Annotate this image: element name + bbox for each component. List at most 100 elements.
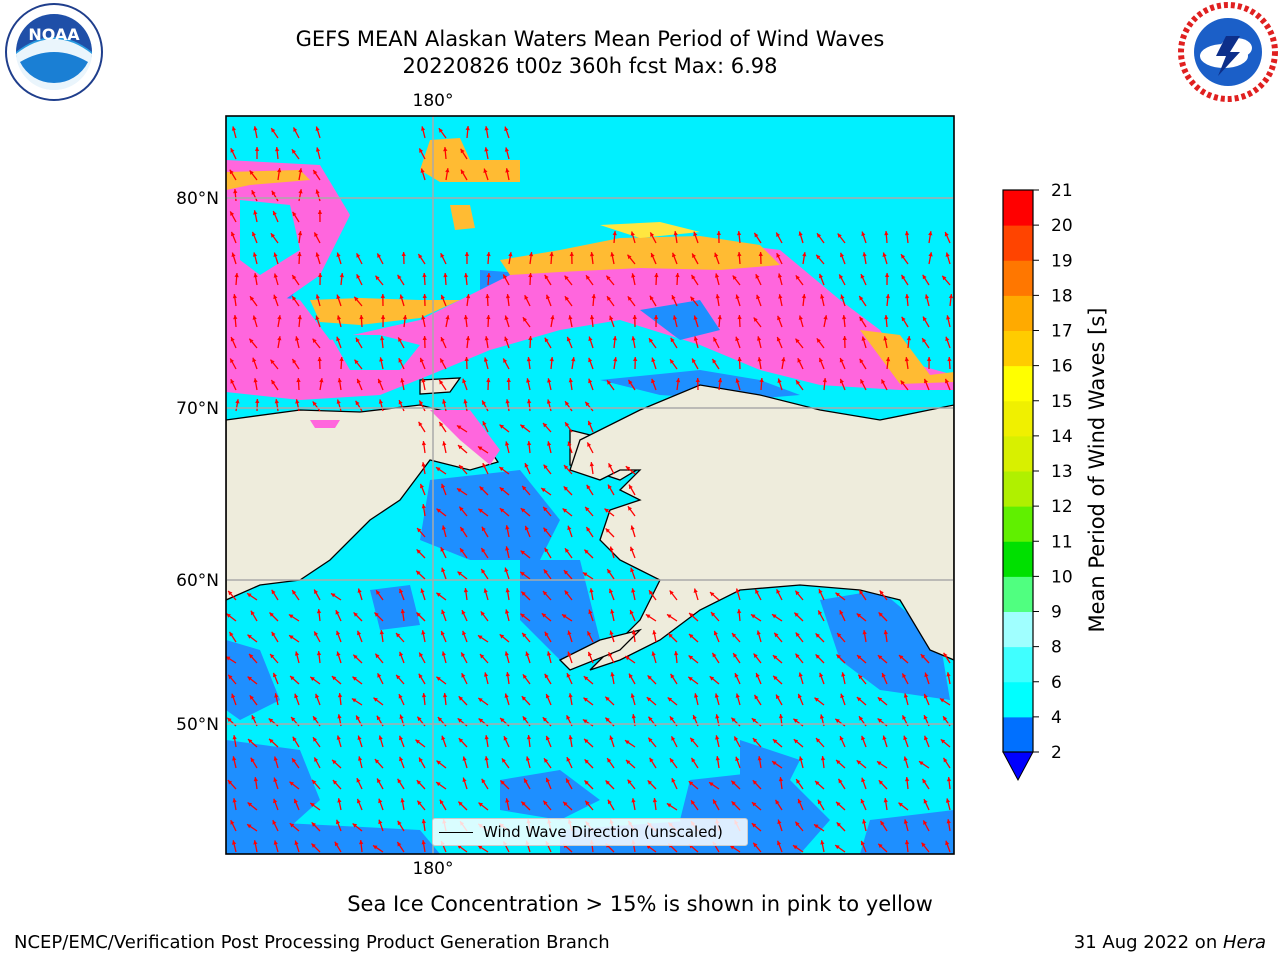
wave-vector-head	[772, 614, 777, 619]
wave-vector-head	[316, 609, 322, 614]
wave-vector-head	[626, 760, 631, 765]
wave-vector-head	[840, 294, 845, 299]
wave-vector-head	[589, 462, 594, 467]
wave-vector-head	[541, 613, 547, 618]
wave-vector-head	[583, 697, 588, 702]
wave-vector-head	[793, 739, 799, 744]
wave-vector-head	[528, 273, 533, 278]
wave-vector-head	[945, 378, 949, 384]
wave-vector-head	[484, 336, 489, 341]
wave-vector-head	[420, 168, 425, 173]
wave-vector-head	[227, 717, 232, 723]
wave-vector-head	[653, 315, 659, 319]
wave-vector-head	[289, 781, 294, 786]
wave-vector-head	[315, 294, 320, 299]
wave-vector-head	[928, 231, 933, 236]
wave-vector-head	[858, 674, 863, 680]
wave-vector-head	[667, 697, 673, 702]
wave-vector-head	[230, 148, 235, 153]
wave-vector-head	[273, 273, 278, 278]
wave-vector-head	[378, 819, 383, 825]
wave-vector-head	[714, 273, 720, 278]
wave-vector-head	[379, 630, 384, 635]
wave-vector-head	[756, 294, 761, 300]
wave-vector-head	[862, 252, 867, 257]
wave-vector-head	[271, 589, 276, 595]
wave-vector-head	[688, 781, 694, 786]
wave-vector-head	[253, 273, 258, 278]
wave-vector-head	[667, 614, 672, 619]
colorbar-segment	[1003, 716, 1033, 753]
wave-vector-head	[588, 651, 592, 657]
wave-vector-head	[859, 296, 864, 301]
wave-vector-head	[778, 714, 784, 719]
wave-vector-head	[527, 399, 532, 404]
wave-vector-head	[861, 777, 866, 783]
wave-vector-head	[755, 673, 760, 678]
wave-vector-head	[316, 651, 322, 656]
wave-vector-head	[905, 294, 910, 299]
wave-vector-head	[802, 252, 807, 257]
wave-vector-head	[356, 253, 361, 258]
wave-vector-head	[273, 252, 278, 257]
wave-vector-head	[273, 798, 278, 804]
wave-vector-head	[336, 294, 341, 300]
wave-vector-head	[377, 253, 382, 258]
wave-vector-head	[645, 614, 651, 619]
colorbar-segment	[1003, 225, 1033, 261]
wave-vector-head	[378, 798, 383, 804]
wave-vector-head	[650, 232, 655, 237]
wave-vector-head	[357, 630, 362, 636]
wave-vector-head	[884, 315, 889, 320]
wave-vector-head	[253, 210, 258, 215]
wave-vector-head	[439, 799, 444, 805]
wave-vector-head	[458, 445, 463, 450]
wave-vector-head	[607, 799, 612, 805]
wave-vector-head	[247, 634, 252, 639]
wave-vector-head	[486, 315, 491, 320]
wave-vector-head	[436, 782, 441, 787]
wave-vector-head	[522, 632, 527, 638]
wave-vector-head	[422, 273, 427, 278]
wave-vector-head	[500, 780, 505, 785]
graticule	[226, 116, 954, 854]
wave-vector-head	[478, 698, 483, 703]
wave-vector-head	[945, 798, 951, 803]
wave-vector-head	[823, 315, 828, 320]
wave-vector-head	[939, 698, 945, 703]
wave-vector-head	[499, 508, 505, 513]
wave-vector-head	[902, 715, 907, 720]
colorbar-segment	[1003, 365, 1033, 402]
wave-vector-head	[270, 359, 275, 364]
wave-vector-head	[901, 254, 906, 259]
wave-vector-head	[482, 400, 486, 405]
wave-vector-head	[922, 274, 927, 280]
wave-vector-head	[630, 546, 634, 552]
wave-vector-head	[856, 613, 862, 618]
wave-vector-head	[334, 841, 339, 847]
wave-vector-head	[374, 759, 380, 764]
wave-vector-head	[503, 274, 508, 279]
wave-vector-head	[899, 655, 904, 660]
wave-vector-head	[377, 378, 382, 384]
wave-vector-head	[922, 778, 927, 784]
wave-vector-head	[521, 801, 526, 806]
wave-vector-head	[735, 693, 740, 698]
wave-vector-head	[859, 358, 864, 364]
colorbar-segment	[1003, 471, 1033, 507]
wave-vector-head	[756, 630, 761, 635]
wave-vector-head	[563, 570, 569, 575]
wave-vector-head	[627, 779, 632, 784]
wave-vector-head	[714, 252, 719, 258]
wave-vector-head	[583, 676, 589, 681]
wave-vector-head	[337, 693, 343, 698]
wave-vector-head	[670, 359, 675, 364]
wave-vector-head	[312, 779, 317, 785]
wave-vector-head	[689, 613, 694, 618]
wave-vector-head	[652, 798, 658, 803]
wave-vector-head	[443, 273, 448, 278]
wave-vector-head	[671, 295, 676, 300]
wave-vector-head	[759, 378, 764, 383]
wave-vector-head	[774, 632, 779, 638]
wave-vector-head	[668, 633, 673, 638]
